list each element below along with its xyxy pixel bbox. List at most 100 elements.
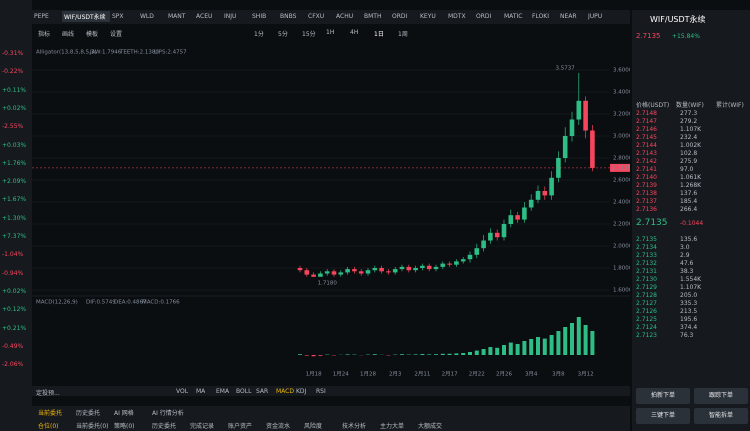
macd-bar [583,325,588,355]
candle-body [386,271,391,273]
book-price: 2.7146 [636,126,657,133]
ticker-tab[interactable]: MDTX [448,13,466,20]
ticker-tab[interactable]: BMTH [364,13,382,20]
ticker-tab[interactable]: INJU [224,13,237,20]
ticker-tab[interactable]: BNBS [280,13,297,20]
bottom-tab[interactable]: AI 网格 [114,410,134,417]
candle-body [562,136,568,158]
bottom-sub-tab[interactable]: 技术分析 [342,423,367,430]
ticker-tab[interactable]: PEPE [34,13,49,20]
ticker-tab[interactable]: WIF/USDT永续 [62,11,110,22]
book-qty: 38.3 [680,268,694,275]
book-price: 2.7144 [636,142,657,149]
bottom-sub-tab[interactable]: 大额成交 [418,423,443,430]
book-price: 2.7131 [636,268,657,275]
tool[interactable]: 4H [350,29,359,36]
tool[interactable]: 模板 [86,31,99,38]
indicator-tab[interactable]: EMA [216,388,230,395]
order-button[interactable]: 三键下单 [636,408,690,424]
candle-body [379,268,384,272]
macd-bar [508,342,513,355]
ticker-tab[interactable]: MANT [168,13,186,20]
change-pct[interactable]: -0.31% [2,50,24,57]
ticker-tab[interactable]: ACHU [336,13,354,20]
y-tick-label: 3.4000 [613,90,630,96]
ticker-tab[interactable]: SHIB [252,13,267,20]
tool[interactable]: 5分 [278,31,288,38]
change-pct[interactable]: +1.67% [2,196,27,204]
bottom-sub-tab[interactable]: 完成记录 [190,423,215,430]
candle-body [494,232,500,238]
bottom-sub-tab[interactable]: 当前委托(0) [76,423,109,430]
change-pct[interactable]: +0.12% [2,306,27,314]
tool[interactable]: 15分 [302,31,316,38]
ticker-tab[interactable]: KEYU [420,13,436,20]
teeth: TEETH:2.1380 [119,50,159,56]
change-pct[interactable]: +0.21% [2,324,27,332]
bottom-tab[interactable]: 历史委托 [76,410,101,417]
change-pct[interactable]: +7.37% [2,233,27,240]
indicator-tab[interactable]: SAR [256,388,269,395]
tool[interactable]: 设置 [110,31,123,38]
change-pct[interactable]: -2.06% [2,361,24,369]
tool[interactable]: 1分 [254,31,264,38]
ticker-tab[interactable]: ORDI [392,13,408,20]
candle-body [338,272,344,275]
bottom-tab[interactable]: AI 行情分析 [152,410,184,417]
ticker-tab[interactable]: WLD [140,13,154,20]
change-pct[interactable]: +0.02% [2,287,27,295]
tool[interactable]: 画线 [62,31,75,38]
bottom-tab[interactable]: 当前委托 [38,410,63,417]
tool[interactable]: 1H [326,29,335,36]
ticker-tab[interactable]: FLOKI [532,13,550,20]
ticker-tab[interactable]: ACEU [196,13,213,20]
change-pct[interactable]: +1.76% [2,159,27,167]
bottom-sub-tab[interactable]: 账户资产 [228,423,253,430]
change-pct[interactable]: -1.04% [2,251,24,259]
indicator-tab[interactable]: MACD [276,388,294,395]
candle-body [583,100,588,131]
change-pct[interactable]: +0.11% [2,86,27,94]
change-pct[interactable]: -0.94% [2,269,24,277]
change-pct[interactable]: +0.02% [2,104,27,112]
change-pct[interactable]: +2.09% [2,178,27,186]
bottom-sub-tab[interactable]: 策略(0) [114,423,135,430]
bottom-sub-tab[interactable]: 历史委托 [152,423,177,430]
ticker-tab[interactable]: NEAR [560,13,577,20]
ticker-tab[interactable]: ORDI [476,13,492,20]
change-pct[interactable]: +0.03% [2,141,27,149]
change-pct[interactable]: -0.22% [2,68,24,76]
change-pct[interactable]: -0.49% [2,342,24,350]
indicator-tab[interactable]: MA [196,388,206,395]
ticker-tab[interactable]: CFXU [308,13,325,20]
tool[interactable]: 指标 [38,31,51,38]
order-button[interactable]: 智能拆单 [694,408,748,424]
tool[interactable]: 1日 [374,31,384,38]
order-button[interactable]: 拍新下单 [636,388,690,404]
change: +15.84% [672,33,700,40]
candle-body [345,269,350,273]
indicator-tab[interactable]: 定投预... [36,390,60,397]
macd-bar [420,354,425,355]
change-pct[interactable]: +1.30% [2,214,27,222]
change-pct[interactable]: -2.55% [2,123,24,131]
macd-bar [447,353,452,355]
bottom-sub-tab[interactable]: 资金流水 [266,423,291,430]
bottom-sub-tab[interactable]: 主力大单 [380,423,405,430]
indicator-tab[interactable]: BOLL [236,388,252,395]
tool[interactable]: 1周 [398,31,408,38]
bottom-sub-tab[interactable]: 风险度 [304,423,323,430]
macd-bar [474,350,479,355]
indicator-tab[interactable]: KDJ [296,388,307,395]
indicator-tab[interactable]: VOL [176,388,189,395]
ticker-tab[interactable]: SPX [112,13,124,20]
ticker-tab[interactable]: MATIC [504,13,523,20]
high-label: 3.5737 [556,65,576,71]
candle-body [501,224,507,238]
bottom-sub-tab[interactable]: 仓位(0) [38,423,59,430]
macd-bar [372,354,377,355]
indicator-tab[interactable]: RSI [316,388,326,395]
order-button[interactable]: 跟踪下单 [694,388,748,404]
ticker-tab[interactable]: JUPU [588,13,603,20]
book-qty: 335.3 [680,300,698,307]
